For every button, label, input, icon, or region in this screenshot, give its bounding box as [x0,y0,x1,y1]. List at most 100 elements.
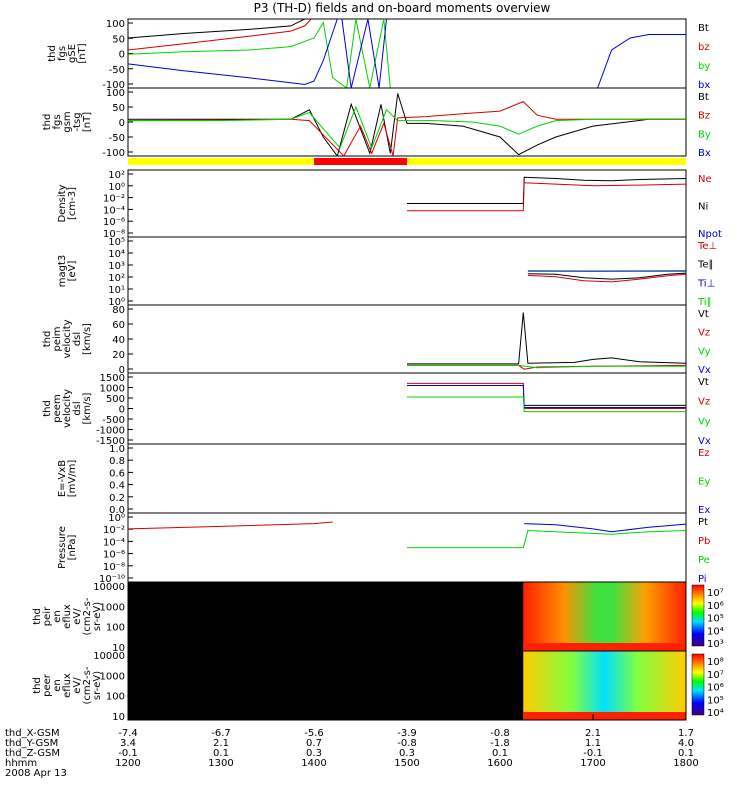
y-tick-label: 100 [106,88,125,99]
y-axis-label-line: velocity [62,319,73,358]
y-tick-label: 10¹ [108,285,125,296]
y-axis-label: thdfgsgsm-tsg[nT] [42,111,93,132]
spectrogram-data [523,651,686,720]
y-axis-label-line: fgs [52,114,63,129]
y-axis-label-line: [cm-3] [67,187,78,220]
figure-title: P3 (TH-D) fields and on-board moments ov… [254,1,551,15]
series-line-bz [128,19,312,51]
colorbar-tick-label: 10⁵ [707,614,724,625]
y-axis-label-line: eflux [62,673,73,698]
y-axis-label: thdpeerenefluxeV/(cm2-s-sr-eV) [32,666,103,704]
colorbar-tick-label: 10³ [707,639,724,650]
colorbar-tick-label: 10⁶ [707,601,724,612]
legend-entry: Ni [698,202,708,213]
legend-entry: Npot [698,229,722,240]
y-axis-label-line: dsl [72,332,83,346]
colorbar-tick-label: 10⁵ [707,695,724,706]
y-axis-label-line: [nT] [82,112,93,132]
legend-entry: Bt [698,92,709,103]
x-row-value: 0.3 [306,748,322,759]
y-tick-label: 1.0 [109,444,125,455]
y-tick-label: 100 [106,623,125,634]
y-axis-label-line: [nPa] [67,534,78,560]
y-axis-label: thdpeirenefluxeV/(cm2-s-sr-eV) [32,597,103,635]
y-axis-label: thdpeemvelocitydsl[km/s] [42,389,93,428]
legend-entry: Ey [698,477,710,488]
y-tick-label: 50 [112,34,125,45]
y-axis-label-line: en [52,610,63,623]
y-axis-label-line: eV/ [72,608,83,625]
legend-entry: Ne [698,174,712,185]
x-row-value: 4.0 [678,738,694,749]
y-tick-label: -1500 [96,436,125,447]
y-tick-label: -100 [102,80,125,91]
series-line-bt [128,93,686,156]
x-row-label: hhmm [5,758,37,769]
y-tick-label: 500 [106,394,125,405]
y-tick-label: 0.2 [109,493,125,504]
series-line-ni [407,176,686,204]
series-line-pi [524,523,686,533]
x-row-label: thd_Y-GSM [5,738,58,749]
series-line-bz [128,101,686,156]
region-bar [128,158,686,165]
x-row-value: 0.1 [678,748,694,759]
colorbar-tick-label: 10⁴ [707,626,724,637]
y-axis-label-line: dsl [72,401,83,415]
y-tick-label: 0 [119,118,125,129]
y-tick-label: 50 [112,103,125,114]
x-row-value: 1800 [673,758,698,769]
legend-entry: Ex [698,505,710,516]
y-tick-label: 100 [106,692,125,703]
y-axis-label-line: thd [42,331,53,348]
legend-entry: Vz [698,328,710,339]
legend-entry: Pe [698,555,710,566]
y-tick-label: 0.4 [109,481,125,492]
series-group [407,312,686,370]
y-axis-label-line: (cm2-s- [82,666,93,704]
legend-entry: Bx [698,148,711,159]
y-tick-label: 10² [108,170,125,181]
colorbar-tick-label: 10⁷ [707,670,724,681]
y-axis-label-line: peer [42,673,53,697]
legend-entry: Pb [698,536,710,547]
x-row-value: -6.7 [211,728,231,739]
x-row-value: 1.7 [678,728,694,739]
series-group [128,93,686,156]
x-row-value: 3.4 [120,738,136,749]
legend-entry: By [698,129,711,140]
panel-0: 100 50 0 -50 -100 thdfgsgSE[nT] Bt bz by bx [47,18,710,91]
y-tick-label: 60 [112,320,125,331]
y-tick-label: 1500 [100,373,125,384]
x-row-label: thd_Z-GSM [5,748,60,759]
y-tick-label: 10⁻⁸ [103,229,125,240]
legend-entry: Pi [698,574,707,585]
x-axis-labels: thd_X-GSM -7.4 -6.7 -5.6 -3.9 -0.8 2.1 1.7thd_Y… [5,714,699,779]
colorbar-tick-label: 10⁸ [707,657,724,668]
y-tick-label: 80 [112,305,125,316]
legend-entry: Bt [698,23,709,34]
panel-4: 80 60 40 20 0 thdpeimvelocitydsl[km/s] Vt Vz Vy V… [42,304,711,376]
series-line-bx [128,19,387,88]
series-line-by [128,19,391,88]
y-tick-label: 10⁻² [103,525,125,536]
panel-1: 100 50 0 -50 -100 thdfgsgsm-tsg[nT] Bt Bz By Bx [42,87,711,159]
y-tick-label: 10⁻⁶ [103,217,125,228]
y-tick-label: 1000 [100,384,125,395]
y-axis-label-line: thd [47,45,58,62]
legend-entry: Vt [698,377,709,388]
y-tick-label: -50 [109,133,125,144]
y-axis-label-line: [eV] [67,261,78,282]
colorbar-tick-label: 10⁴ [707,708,724,719]
y-tick-label: -100 [102,148,125,159]
y-tick-label: 10³ [108,261,125,272]
series-line-ne [407,182,686,212]
y-tick-label: -50 [109,65,125,76]
spectrogram-low-energy-band [523,643,686,651]
series-line-vy [407,364,686,369]
